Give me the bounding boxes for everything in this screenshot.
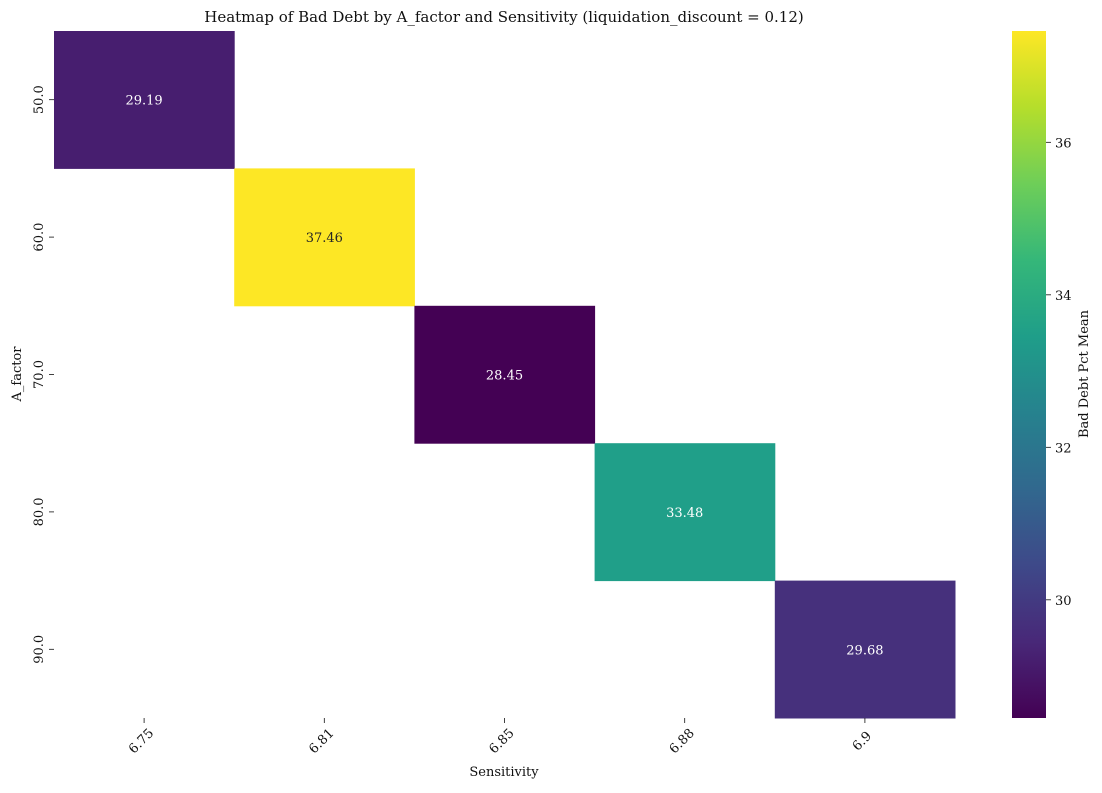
y-tick-label: 50.0 (32, 85, 47, 114)
colorbar-tick-label: 34 (1055, 289, 1072, 304)
y-tick-label: 80.0 (32, 497, 47, 526)
cell-value-label: 29.68 (846, 643, 883, 658)
x-tick-label: 6.81 (306, 726, 337, 757)
colorbar: 30 32 34 36 Bad Debt Pct Mean (1012, 31, 1092, 718)
cell-value-label: 33.48 (666, 506, 703, 521)
y-axis-label: A_factor (10, 346, 25, 403)
cell-value-label: 29.19 (125, 94, 162, 109)
x-tick-label: 6.88 (667, 726, 698, 757)
x-axis-label: Sensitivity (469, 765, 539, 780)
heatmap-cell (54, 31, 235, 169)
heatmap-cell (414, 305, 596, 444)
cell-value-label: 37.46 (306, 231, 343, 246)
y-axis: 50.0 60.0 70.0 80.0 90.0 (32, 85, 54, 664)
y-tick-label: 60.0 (32, 223, 47, 252)
x-tick-label: 6.75 (126, 726, 157, 757)
colorbar-label: Bad Debt Pct Mean (1077, 309, 1092, 438)
heatmap-cell (594, 443, 776, 582)
colorbar-gradient (1012, 31, 1046, 718)
x-axis: 6.75 6.81 6.85 6.88 6.9 (126, 718, 875, 757)
colorbar-tick-label: 36 (1055, 136, 1072, 151)
colorbar-tick-label: 30 (1055, 594, 1072, 609)
heatmap-cell (234, 168, 415, 307)
colorbar-ticks: 30 32 34 36 (1046, 136, 1072, 609)
heatmap-cell (774, 580, 956, 719)
chart-title: Heatmap of Bad Debt by A_factor and Sens… (204, 8, 803, 26)
x-tick-label: 6.85 (486, 726, 517, 757)
cell-value-label: 28.45 (486, 369, 523, 384)
x-tick-label: 6.9 (850, 729, 875, 754)
y-tick-label: 70.0 (32, 360, 47, 389)
colorbar-tick-label: 32 (1055, 441, 1072, 456)
y-tick-label: 90.0 (32, 635, 47, 664)
heatmap-cells: 29.19 37.46 28.45 33.48 29.68 (54, 31, 956, 719)
